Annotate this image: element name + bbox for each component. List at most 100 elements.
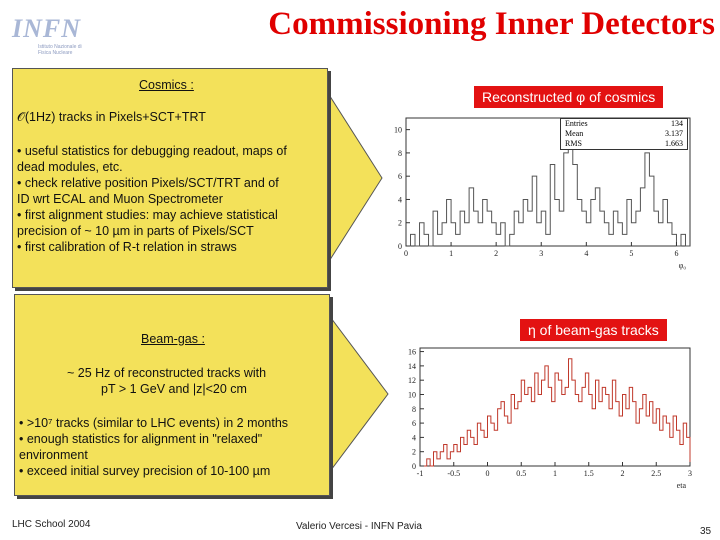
arrow-right-beamgas xyxy=(322,313,389,475)
stat-mean-label: Mean xyxy=(565,129,584,138)
eta-bin xyxy=(521,380,524,466)
eta-plot-label: η of beam-gas tracks xyxy=(520,319,667,341)
eta-bin xyxy=(427,459,430,466)
eta-bin xyxy=(646,416,649,466)
beamgas-rate-line1: ~ 25 Hz of reconstructed tracks with xyxy=(67,366,267,380)
phi-plot-label: Reconstructed φ of cosmics xyxy=(474,86,664,108)
phi-bin xyxy=(478,223,483,246)
phi-ytick-label: 4 xyxy=(398,195,402,204)
eta-bin xyxy=(511,394,514,466)
eta-bin xyxy=(670,437,673,466)
eta-bin xyxy=(619,416,622,466)
eta-ytick-label: 6 xyxy=(412,419,416,428)
eta-bin xyxy=(596,380,599,466)
phi-bin xyxy=(568,141,573,246)
eta-bin xyxy=(454,445,457,466)
phi-bin xyxy=(582,211,587,246)
eta-bin xyxy=(484,437,487,466)
eta-bin xyxy=(636,423,639,466)
phi-bin xyxy=(600,211,605,246)
eta-bin xyxy=(538,394,541,466)
eta-bin xyxy=(663,416,666,466)
eta-bin xyxy=(616,402,619,466)
cosmics-box: Cosmics : 𝒪(1Hz) tracks in Pixels+SCT+TR… xyxy=(12,68,328,288)
footer-author: Valerio Vercesi - INFN Pavia xyxy=(296,521,422,532)
eta-xtick-label: -0.5 xyxy=(447,469,460,478)
eta-bin xyxy=(633,402,636,466)
beamgas-bullet-1: • >10⁷ tracks (similar to LHC events) in… xyxy=(19,416,289,430)
stat-rms-label: RMS xyxy=(565,139,582,148)
eta-bin xyxy=(440,452,443,466)
eta-bin xyxy=(673,416,676,466)
eta-bin xyxy=(656,409,659,466)
eta-bin xyxy=(535,373,538,466)
slide-title: Commissioning Inner Detectors xyxy=(268,6,715,42)
eta-bin xyxy=(609,409,612,466)
phi-xtick-label: 1 xyxy=(449,249,453,258)
phi-bin xyxy=(451,223,456,246)
phi-bin xyxy=(658,223,663,246)
eta-bin xyxy=(639,409,642,466)
eta-bin xyxy=(666,423,669,466)
phi-xtick-label: 3 xyxy=(539,249,543,258)
eta-bin xyxy=(474,445,477,466)
eta-bin xyxy=(494,430,497,466)
eta-bin xyxy=(582,387,585,466)
phi-bin xyxy=(460,211,465,246)
phi-bin xyxy=(442,223,447,246)
cosmics-bullet-1b: dead modules, etc. xyxy=(17,160,123,174)
phi-bin xyxy=(532,176,537,246)
eta-bin xyxy=(562,394,565,466)
phi-bin xyxy=(474,211,479,246)
phi-bin xyxy=(591,199,596,246)
eta-bin xyxy=(461,437,464,466)
phi-bin xyxy=(618,223,623,246)
phi-bin xyxy=(424,234,429,246)
phi-bin xyxy=(604,223,609,246)
phi-ytick-label: 2 xyxy=(398,219,402,228)
phi-bin xyxy=(550,165,555,246)
eta-bin xyxy=(488,416,491,466)
eta-bin xyxy=(555,373,558,466)
eta-bin xyxy=(542,380,545,466)
eta-xtick-label: 0 xyxy=(486,469,490,478)
phi-bin xyxy=(595,188,600,246)
phi-bin xyxy=(546,234,551,246)
phi-bin xyxy=(483,199,488,246)
phi-bin xyxy=(433,211,438,246)
phi-xtick-label: 2 xyxy=(494,249,498,258)
phi-ytick-label: 0 xyxy=(398,242,402,251)
footer-school: LHC School 2004 xyxy=(12,519,91,530)
phi-xtick-label: 0 xyxy=(404,249,408,258)
phi-bin xyxy=(519,223,524,246)
eta-bin xyxy=(565,387,568,466)
cosmics-rate: 𝒪(1Hz) tracks in Pixels+SCT+TRT xyxy=(17,110,206,124)
eta-bin xyxy=(558,380,561,466)
phi-bin xyxy=(465,223,470,246)
phi-bin xyxy=(537,223,542,246)
cosmics-bullet-2b: ID wrt ECAL and Muon Spectrometer xyxy=(17,192,223,206)
phi-bin xyxy=(523,199,528,246)
stat-mean-value: 3.137 xyxy=(665,129,683,138)
cosmics-bullet-1: • useful statistics for debugging readou… xyxy=(17,144,287,158)
phi-bin xyxy=(645,153,650,246)
eta-bin xyxy=(585,373,588,466)
eta-bin xyxy=(501,402,504,466)
stat-entries-value: 134 xyxy=(671,119,683,128)
page-number: 35 xyxy=(700,526,712,537)
eta-ytick-label: 4 xyxy=(412,433,416,442)
phi-bin xyxy=(640,188,645,246)
eta-bin xyxy=(464,445,467,466)
eta-bin xyxy=(626,409,629,466)
eta-bin xyxy=(477,423,480,466)
eta-ytick-label: 2 xyxy=(412,448,416,457)
eta-ytick-label: 0 xyxy=(412,462,416,471)
phi-bin xyxy=(654,211,659,246)
eta-xtick-label: 2 xyxy=(621,469,625,478)
eta-bin xyxy=(508,423,511,466)
phi-bin xyxy=(469,188,474,246)
cosmics-bullet-3: • first alignment studies: may achieve s… xyxy=(17,208,278,222)
eta-bin xyxy=(457,452,460,466)
phi-xlabel: φ₀ xyxy=(679,261,687,270)
